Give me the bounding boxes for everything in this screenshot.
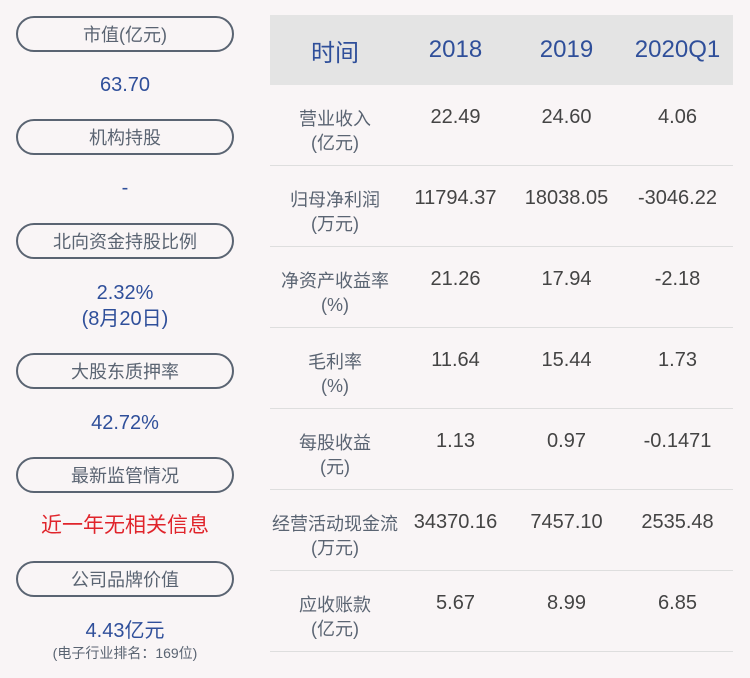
stock-summary-panel: 市值(亿元) 63.70 机构持股 - 北向资金持股比例 2.32% (8月20… (0, 0, 250, 678)
northbound-holding-label-text: 北向资金持股比例 (53, 232, 197, 252)
metric-unit: (亿元) (311, 133, 359, 153)
metric-name: 应收账款 (299, 595, 371, 615)
cell-2020q1: -2.18 (654, 268, 701, 290)
row-label: 净资产收益率 (%) (270, 247, 400, 317)
table-row: 归母净利润 (万元) 11794.37 18038.05 -3046.22 (270, 166, 733, 247)
financial-table: 时间 2018 2019 2020Q1 营业收入 (亿元) 22.49 24.60… (270, 15, 733, 652)
northbound-holding-label: 北向资金持股比例 (16, 223, 234, 259)
table-header: 时间 2018 2019 2020Q1 (270, 15, 733, 85)
cell-2020q1: -3046.22 (638, 187, 717, 209)
institutional-holding-value: - (121, 177, 129, 199)
brand-value-value: 4.43亿元 (85, 620, 165, 642)
institutional-holding-label: 机构持股 (16, 119, 234, 155)
northbound-holding-value: 2.32% (96, 282, 154, 304)
cell-2020q1: 4.06 (658, 106, 697, 128)
metric-unit: (元) (320, 457, 350, 477)
metric-name: 净资产收益率 (281, 271, 389, 291)
market-cap-value: 63.70 (99, 74, 151, 96)
metric-name: 毛利率 (308, 352, 362, 372)
cell-2019: 15.44 (541, 349, 592, 371)
regulatory-status-label-text: 最新监管情况 (71, 466, 179, 486)
row-label: 应收账款 (亿元) (270, 571, 400, 641)
regulatory-status-label: 最新监管情况 (16, 457, 234, 493)
table-row: 毛利率 (%) 11.64 15.44 1.73 (270, 328, 733, 409)
metric-name: 归母净利润 (290, 190, 380, 210)
row-label: 经营活动现金流 (万元) (270, 490, 400, 560)
table-row: 净资产收益率 (%) 21.26 17.94 -2.18 (270, 247, 733, 328)
header-2019: 2019 (539, 36, 594, 63)
cell-2018: 11.64 (431, 349, 480, 371)
header-time: 时间 (311, 39, 359, 67)
market-cap-label-text: 市值(亿元) (83, 25, 167, 45)
row-label: 营业收入 (亿元) (270, 85, 400, 155)
table-row: 营业收入 (亿元) 22.49 24.60 4.06 (270, 85, 733, 166)
cell-2018: 5.67 (436, 592, 475, 614)
market-cap-label: 市值(亿元) (16, 16, 234, 52)
cell-2018: 1.13 (436, 430, 475, 452)
metric-unit: (%) (321, 376, 349, 396)
row-label: 毛利率 (%) (270, 328, 400, 398)
row-label: 每股收益 (元) (270, 409, 400, 479)
metric-unit: (亿元) (311, 619, 359, 639)
header-2020q1: 2020Q1 (634, 36, 721, 63)
metric-name: 经营活动现金流 (272, 514, 398, 534)
metric-unit: (万元) (311, 538, 359, 558)
cell-2019: 8.99 (547, 592, 586, 614)
cell-2019: 0.97 (547, 430, 586, 452)
cell-2019: 18038.05 (524, 187, 609, 209)
regulatory-status-value: 近一年无相关信息 (41, 514, 209, 537)
cell-2019: 24.60 (541, 106, 592, 128)
table-row: 应收账款 (亿元) 5.67 8.99 6.85 (270, 571, 733, 652)
header-2018: 2018 (428, 36, 483, 63)
cell-2018: 22.49 (430, 106, 481, 128)
cell-2018: 21.26 (430, 268, 481, 290)
cell-2019: 17.94 (541, 268, 592, 290)
cell-2020q1: 2535.48 (641, 511, 714, 533)
institutional-holding-label-text: 机构持股 (89, 128, 161, 148)
cell-2019: 7457.10 (530, 511, 603, 533)
row-label: 归母净利润 (万元) (270, 166, 400, 236)
cell-2018: 34370.16 (413, 511, 498, 533)
metric-name: 营业收入 (299, 109, 371, 129)
brand-value-ranking: (电子行业排名：169位) (52, 645, 198, 661)
pledge-rate-value: 42.72% (91, 412, 159, 434)
metric-name: 每股收益 (299, 433, 371, 453)
metric-unit: (%) (321, 295, 349, 315)
brand-value-label: 公司品牌价值 (16, 561, 234, 597)
pledge-rate-label-text: 大股东质押率 (71, 362, 179, 382)
pledge-rate-label: 大股东质押率 (16, 353, 234, 389)
table-row: 每股收益 (元) 1.13 0.97 -0.1471 (270, 409, 733, 490)
cell-2020q1: 1.73 (658, 349, 697, 371)
northbound-holding-date: (8月20日) (81, 308, 169, 330)
metric-unit: (万元) (311, 214, 359, 234)
cell-2018: 11794.37 (414, 187, 497, 209)
cell-2020q1: -0.1471 (643, 430, 712, 452)
table-row: 经营活动现金流 (万元) 34370.16 7457.10 2535.48 (270, 490, 733, 571)
brand-value-label-text: 公司品牌价值 (71, 570, 179, 590)
cell-2020q1: 6.85 (658, 592, 697, 614)
